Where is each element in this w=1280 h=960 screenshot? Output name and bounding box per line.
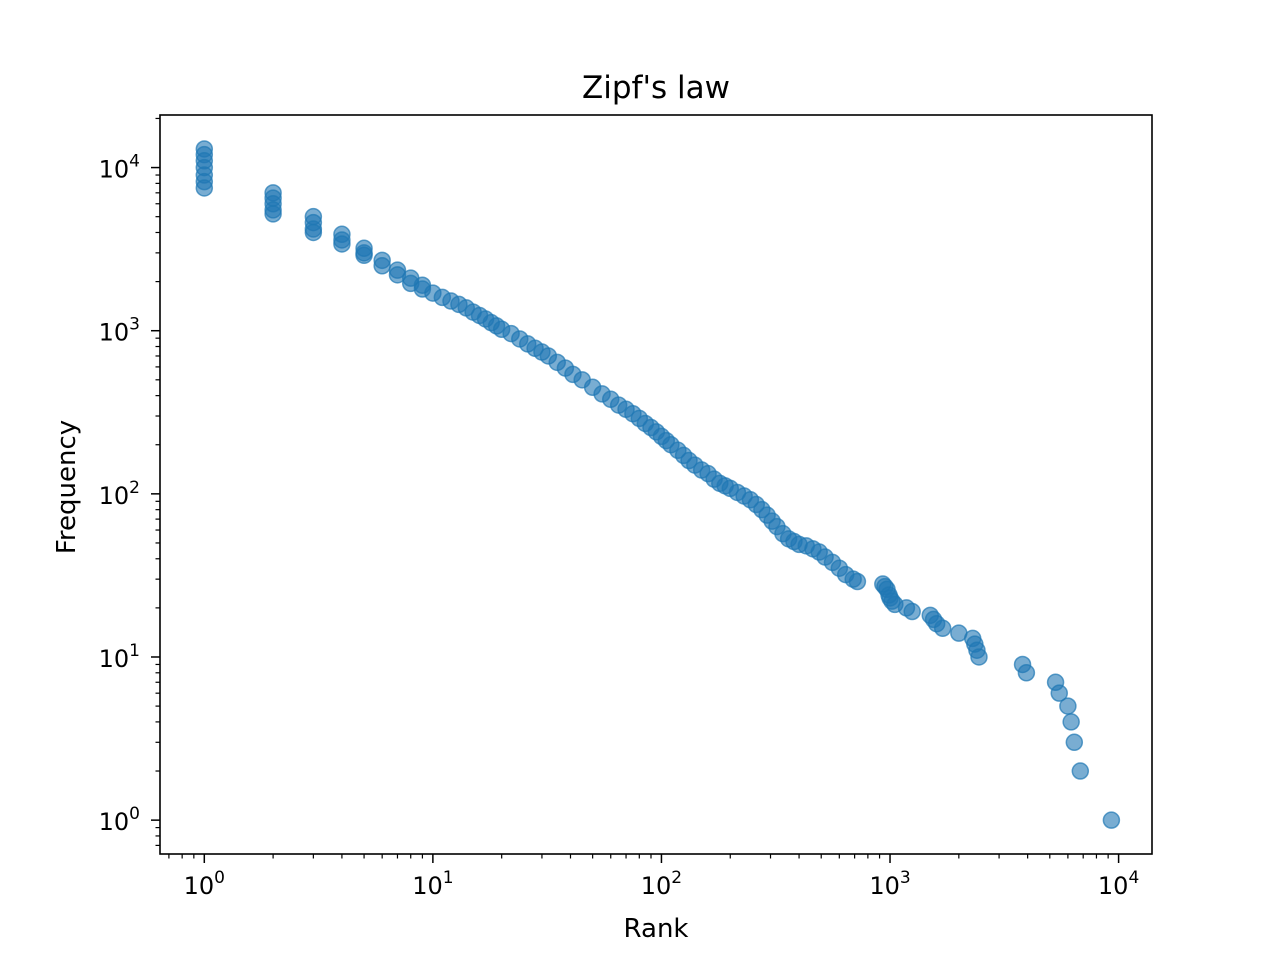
data-point (1059, 697, 1077, 715)
chart-title: Zipf's law (582, 70, 730, 106)
y-tick-label: 101 (99, 641, 140, 673)
x-tick-label: 102 (641, 868, 682, 900)
scatter-points (195, 140, 1121, 829)
data-point (1071, 762, 1090, 780)
data-point (264, 205, 282, 223)
y-axis-label: Frequency (52, 420, 82, 554)
data-point (970, 648, 988, 666)
data-point (1065, 733, 1084, 752)
data-point (1017, 664, 1036, 682)
y-tick-label: 100 (99, 804, 140, 836)
x-axis-ticks: 100 101 102 103 104 (168, 854, 1139, 900)
x-axis-label: Rank (624, 914, 689, 944)
y-axis-ticks: 100 101 102 103 104 (99, 117, 160, 847)
x-tick-label: 101 (412, 868, 453, 900)
data-point (333, 235, 351, 253)
data-point (195, 179, 214, 197)
data-point (933, 619, 952, 638)
data-point (848, 572, 867, 591)
data-point (903, 602, 921, 621)
data-point (1102, 811, 1121, 829)
y-tick-label: 102 (99, 478, 140, 510)
x-tick-label: 104 (1098, 868, 1139, 900)
y-tick-label: 103 (99, 315, 140, 347)
plot-area-frame (159, 114, 1153, 855)
data-point (304, 223, 323, 242)
x-tick-label: 100 (184, 868, 225, 900)
data-point (373, 257, 391, 275)
x-tick-label: 103 (869, 868, 910, 900)
data-point (1062, 713, 1080, 731)
data-point (355, 246, 373, 265)
data-point (1050, 684, 1068, 702)
y-tick-label: 104 (99, 152, 140, 184)
